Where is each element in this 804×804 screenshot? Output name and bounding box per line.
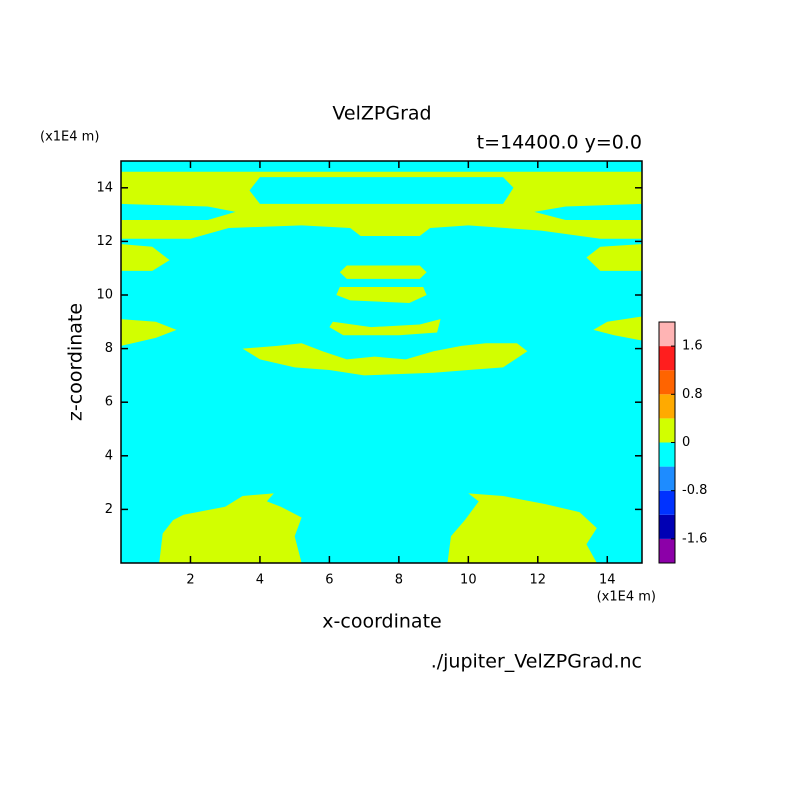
contour-region	[339, 265, 427, 279]
y-tick-label: 10	[96, 288, 113, 303]
contour-region	[121, 244, 170, 271]
y-tick-label: 6	[105, 395, 113, 410]
y-tick-label: 2	[105, 502, 113, 517]
colorbar-tick-label: 0.8	[682, 387, 703, 402]
contour-region	[329, 319, 441, 336]
contour-region	[159, 493, 302, 563]
chart-title: VelZPGrad	[332, 103, 431, 125]
y-tick-label: 4	[105, 448, 113, 463]
colorbar-bin	[659, 466, 675, 491]
contour-region	[586, 244, 642, 271]
contour-region	[249, 177, 514, 204]
plot-frame	[120, 160, 643, 564]
y-tick-label: 8	[105, 341, 113, 356]
x-unit: (x1E4 m)	[597, 590, 656, 605]
colorbar-bin	[659, 322, 675, 347]
source-label: ./jupiter_VelZPGrad.nc	[431, 651, 642, 673]
x-tick-label: 8	[395, 573, 403, 588]
x-tick-label: 6	[325, 573, 333, 588]
colorbar-tick-label: 1.6	[682, 339, 703, 354]
x-tick-label: 12	[530, 573, 547, 588]
contour-region	[336, 286, 427, 304]
colorbar-bin	[659, 514, 675, 539]
x-tick-label: 2	[186, 573, 194, 588]
y-tick-label: 12	[96, 234, 113, 249]
contour-region	[242, 343, 528, 376]
contour-region	[593, 316, 642, 341]
x-tick-label: 14	[599, 573, 616, 588]
colorbar-bin	[659, 538, 675, 563]
colorbar-tick-label: -0.8	[682, 483, 707, 498]
contour-region	[121, 319, 177, 346]
x-tick-label: 4	[256, 573, 264, 588]
colorbar-bin	[659, 490, 675, 515]
colorbar-tick-label: 0	[682, 435, 690, 450]
contour-region	[534, 203, 642, 220]
x-tick-label: 10	[460, 573, 477, 588]
colorbar-bin	[659, 370, 675, 395]
colorbar-bin	[659, 418, 675, 443]
y-axis-label: z-coordinate	[65, 303, 87, 421]
colorbar-bin	[659, 394, 675, 419]
contour-region	[447, 493, 597, 563]
chart-subtitle: t=14400.0 y=0.0	[477, 132, 642, 154]
y-tick-label: 14	[96, 180, 113, 195]
colorbar-bin	[659, 346, 675, 371]
x-axis-label: x-coordinate	[322, 611, 441, 633]
contour-region	[121, 203, 236, 220]
colorbar-tick-label: -1.6	[682, 531, 707, 546]
colorbar-bin	[659, 442, 675, 467]
y-unit: (x1E4 m)	[40, 130, 99, 145]
